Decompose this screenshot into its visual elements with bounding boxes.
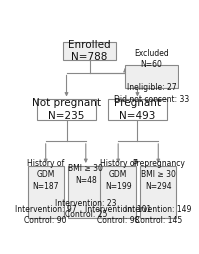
Text: Not pregnant
N=235: Not pregnant N=235 xyxy=(32,98,101,121)
Text: Enrolled
N=788: Enrolled N=788 xyxy=(68,40,111,62)
Text: Excluded
N=60

Ineligible: 27
Did not consent: 33: Excluded N=60 Ineligible: 27 Did not con… xyxy=(114,49,189,104)
Text: BMI ≥ 30
N=48

Intervention: 23
Control: 25: BMI ≥ 30 N=48 Intervention: 23 Control: … xyxy=(55,164,117,219)
FancyBboxPatch shape xyxy=(140,166,176,218)
FancyBboxPatch shape xyxy=(28,166,64,218)
FancyBboxPatch shape xyxy=(63,42,116,60)
FancyBboxPatch shape xyxy=(37,99,96,120)
FancyBboxPatch shape xyxy=(68,166,104,218)
FancyBboxPatch shape xyxy=(108,99,167,120)
FancyBboxPatch shape xyxy=(100,166,136,218)
Text: Pregnant
N=493: Pregnant N=493 xyxy=(114,98,161,121)
Text: History of
GDM
N=187

Intervention: 97
Control: 90: History of GDM N=187 Intervention: 97 Co… xyxy=(15,159,76,225)
Text: Prepregnancy
BMI ≥ 30
N=294

Intervention: 149
Control: 145: Prepregnancy BMI ≥ 30 N=294 Intervention… xyxy=(125,159,191,225)
FancyBboxPatch shape xyxy=(125,65,178,88)
Text: History of
GDM
N=199

Intervention: 101
Control: 98: History of GDM N=199 Intervention: 101 C… xyxy=(85,159,151,225)
